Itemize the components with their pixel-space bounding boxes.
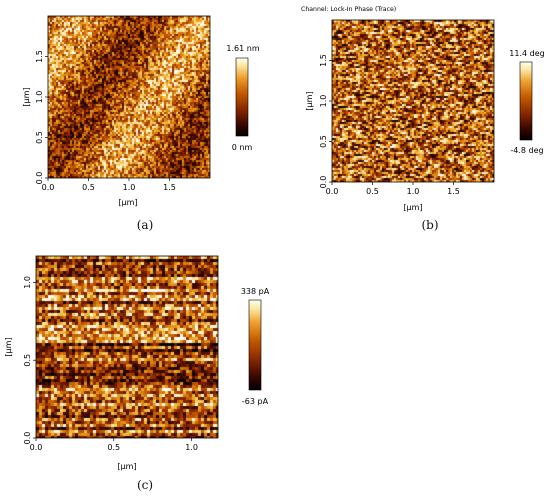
x-tick-label: 0.0 xyxy=(42,183,55,192)
y-tick-label: 1.5 xyxy=(35,50,44,63)
y-tick-label: 0.5 xyxy=(319,135,328,148)
y-axis-label: [μm] xyxy=(305,91,314,110)
colorbar xyxy=(519,61,533,141)
colorbar-max-label: 338 pA xyxy=(241,287,270,296)
x-tick-label: 0.0 xyxy=(326,187,339,196)
y-tick-label: 1.5 xyxy=(319,54,328,67)
colorbar-min-label: -63 pA xyxy=(242,397,269,406)
colorbar xyxy=(248,299,262,391)
x-tick-label: 1.0 xyxy=(407,187,420,196)
colorbar xyxy=(235,57,249,137)
colorbar-min-label: 0 nm xyxy=(232,143,253,152)
y-tick-label: 1.0 xyxy=(319,95,328,108)
x-tick-label: 1.5 xyxy=(163,183,176,192)
axes-c: 0.0 0.5 1.0 0.0 0.5 1.0 xyxy=(23,276,198,452)
caption-b: (b) xyxy=(421,218,438,232)
y-tick-label: 0.0 xyxy=(35,172,44,185)
y-tick-label: 1.0 xyxy=(23,276,32,289)
axes-b: 0.0 0.5 1.0 1.5 0.0 0.5 1.0 1.5 xyxy=(319,54,460,196)
panel-b: Channel: Lock-In Phase (Trace) 0.0 0.5 1.0… xyxy=(301,6,545,232)
x-tick-label: 1.0 xyxy=(185,443,198,452)
x-axis-label: [μm] xyxy=(117,462,136,471)
caption-a: (a) xyxy=(137,218,154,232)
panel-a: 0.0 0.5 1.0 1.5 0.0 0.5 1.0 1.5 [μm] [μm] 1.61 … xyxy=(22,15,260,232)
panel-c: 0.0 0.5 1.0 0.0 0.5 1.0 [μm] [μm] 338 pA -63 … xyxy=(4,255,270,492)
y-tick-label: 0.0 xyxy=(23,432,32,445)
x-tick-label: 0.5 xyxy=(82,183,95,192)
colorbar-max-label: 11.4 deg xyxy=(509,49,544,58)
axes-a: 0.0 0.5 1.0 1.5 0.0 0.5 1.0 1.5 xyxy=(35,50,176,192)
colorbar-max-label: 1.61 nm xyxy=(226,44,259,53)
channel-title: Channel: Lock-In Phase (Trace) xyxy=(301,6,396,13)
x-tick-label: 1.5 xyxy=(447,187,460,196)
y-axis-label: [μm] xyxy=(4,337,13,356)
caption-c: (c) xyxy=(137,478,153,492)
x-tick-label: 0.5 xyxy=(107,443,120,452)
x-axis-label: [μm] xyxy=(403,203,422,212)
afm-current-image xyxy=(36,256,218,438)
x-axis-label: [μm] xyxy=(118,198,137,207)
x-tick-label: 0.0 xyxy=(30,443,43,452)
x-tick-label: 1.0 xyxy=(123,183,136,192)
afm-phase-image xyxy=(332,20,494,182)
plot-frame xyxy=(35,255,219,439)
y-tick-label: 1.0 xyxy=(35,91,44,104)
x-tick-label: 0.5 xyxy=(366,187,379,196)
y-tick-label: 0.0 xyxy=(319,176,328,189)
y-tick-label: 0.5 xyxy=(23,354,32,367)
afm-topography-image xyxy=(48,16,210,178)
y-axis-label: [μm] xyxy=(22,87,31,106)
y-tick-label: 0.5 xyxy=(35,131,44,144)
colorbar-min-label: -4.8 deg xyxy=(510,146,543,155)
